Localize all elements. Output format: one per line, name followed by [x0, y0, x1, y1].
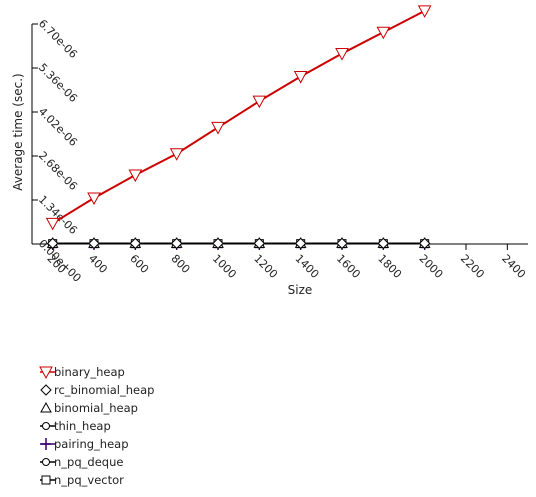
triangle-down-marker: [39, 366, 53, 380]
legend-label: n_pq_deque: [54, 455, 123, 469]
x-tick-label: 2400: [499, 252, 528, 281]
diamond-marker: [418, 237, 431, 250]
triangle-down-marker: [293, 71, 308, 84]
y-tick-label: 6.70e-06: [36, 17, 80, 61]
series-rc_binomial_heap: [46, 237, 431, 250]
y-tick-label: 1.34e-06: [36, 193, 80, 237]
chart-series: [45, 5, 432, 250]
legend-label: n_pq_vector: [54, 473, 124, 487]
x-axis-label: Size: [288, 283, 313, 297]
x-tick-label: 2000: [417, 252, 446, 281]
x-tick-label: 400: [86, 252, 110, 276]
legend-item-n_pq_vector: n_pq_vector: [40, 473, 124, 487]
x-tick-label: 1200: [251, 252, 280, 281]
x-tick-label: 1800: [375, 252, 404, 281]
y-axis-label: Average time (sec.): [11, 73, 25, 190]
circle-marker: [42, 458, 50, 466]
triangle-down-marker: [87, 192, 101, 206]
triangle-down-marker: [169, 148, 184, 161]
square-marker: [41, 475, 51, 485]
legend-item-thin_heap: thin_heap: [40, 419, 111, 433]
triangle-down-marker: [417, 5, 432, 18]
triangle-down-marker: [211, 121, 225, 135]
triangle-down-marker: [128, 169, 143, 183]
series-binary_heap: [45, 5, 432, 231]
triangle-down-marker: [45, 217, 60, 231]
y-tick-label: 5.36e-06: [36, 61, 80, 105]
legend-label: rc_binomial_heap: [54, 383, 154, 397]
diamond-marker: [212, 237, 224, 250]
y-tick-label: 2.68e-06: [36, 149, 80, 193]
legend-label: pairing_heap: [54, 437, 129, 451]
legend-item-rc_binomial_heap: rc_binomial_heap: [40, 383, 154, 397]
diamond-marker: [88, 237, 100, 250]
legend-item-binary_heap: binary_heap: [39, 365, 125, 380]
triangle-down-marker: [335, 48, 349, 61]
legend-item-n_pq_deque: n_pq_deque: [40, 455, 123, 469]
diamond-marker: [253, 237, 266, 250]
series-line: [52, 9, 426, 225]
legend-label: thin_heap: [54, 419, 111, 433]
chart-axes: 200 400 600 800 1000 1200 1400 1600 1800 2000 2200…: [31, 17, 528, 285]
triangle-down-marker: [376, 26, 391, 40]
legend-item-pairing_heap: pairing_heap: [40, 437, 129, 451]
triangle-down-marker: [252, 95, 267, 109]
x-tick-label: 600: [127, 252, 151, 276]
diamond-marker: [46, 237, 59, 250]
x-tick-label: 1600: [334, 252, 363, 281]
x-tick-label: 1400: [293, 252, 322, 281]
triangle-up-marker: [40, 401, 52, 413]
diamond-marker: [170, 237, 183, 250]
x-tick-label: 2200: [458, 252, 487, 281]
diamond-marker: [336, 237, 348, 250]
x-tick-label: 800: [169, 252, 193, 276]
legend-item-binomial_heap: binomial_heap: [40, 401, 138, 415]
legend-label: binomial_heap: [54, 401, 138, 415]
x-tick-label: 1000: [210, 252, 239, 281]
chart-legend: binary_heap rc_binomial_heap binomial_heap…: [39, 365, 154, 487]
circle-marker: [42, 422, 50, 430]
diamond-marker: [129, 237, 142, 250]
diamond-marker: [40, 384, 52, 396]
diamond-marker: [294, 237, 307, 250]
legend-label: binary_heap: [54, 365, 125, 379]
y-tick-label: 4.02e-06: [36, 105, 80, 149]
diamond-marker: [377, 237, 390, 250]
